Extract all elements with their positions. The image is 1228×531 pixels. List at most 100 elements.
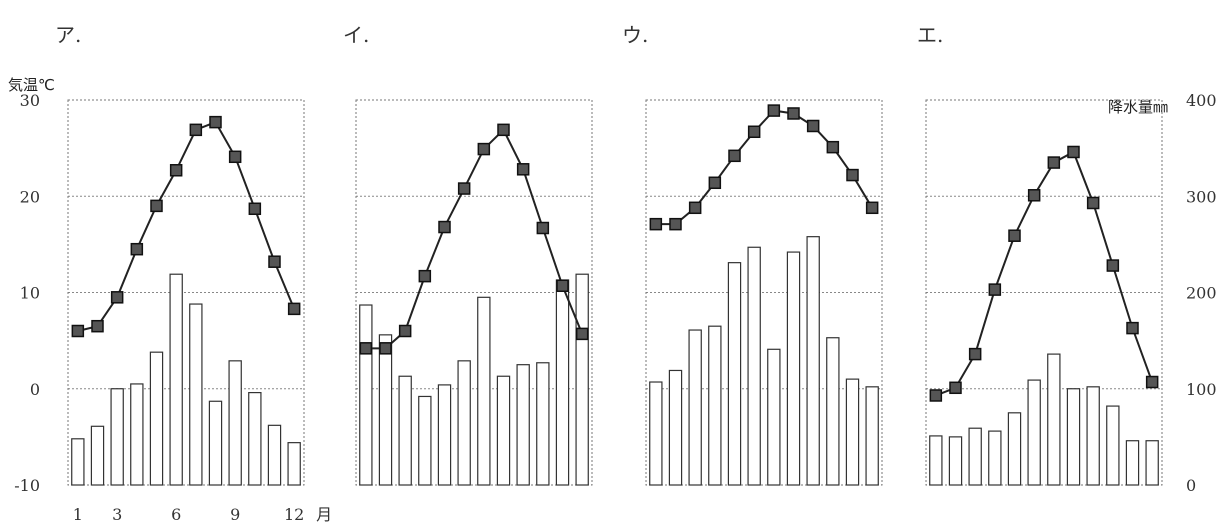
- plot-frame: [645, 99, 883, 486]
- precipitation-bar: [845, 378, 860, 486]
- temperature-point: [649, 217, 663, 231]
- temperature-point: [1027, 189, 1041, 202]
- temperature-point: [669, 217, 682, 231]
- precipitation-bar: [457, 360, 471, 486]
- temperature-point: [949, 381, 962, 395]
- temperature-point: [130, 242, 144, 256]
- left-axis-tick-label: -10: [14, 476, 40, 495]
- precipitation-bar: [786, 251, 801, 486]
- precipitation-bar: [806, 236, 820, 486]
- temperature-point: [1047, 156, 1061, 169]
- temperature-point: [1145, 375, 1159, 389]
- plot-frame: [355, 99, 593, 486]
- precipitation-bar: [988, 430, 1002, 486]
- temperature-point: [248, 202, 262, 216]
- precipitation-bar: [287, 442, 301, 486]
- temperature-point: [575, 327, 589, 341]
- right-axis-tick-label: 200: [1186, 284, 1217, 303]
- precipitation-bar: [708, 325, 722, 486]
- precipitation-bar: [359, 304, 373, 486]
- precipitation-bar: [169, 273, 183, 486]
- temperature-point: [497, 123, 510, 137]
- precipitation-bar: [767, 348, 781, 486]
- left-axis-tick-label: 30: [20, 91, 40, 110]
- temperature-point: [1067, 145, 1080, 159]
- temperature-point: [169, 164, 183, 177]
- precipitation-bar: [228, 360, 242, 486]
- precipitation-bar: [747, 246, 761, 486]
- precipitation-bar: [90, 425, 105, 486]
- temperature-point: [536, 221, 550, 235]
- precipitation-bar: [110, 388, 124, 486]
- left-axis-tick-label: 20: [20, 187, 40, 206]
- temperature-line: [365, 128, 584, 350]
- precipitation-bar: [929, 435, 943, 486]
- temperature-point: [988, 283, 1002, 296]
- panel-title: エ.: [917, 23, 943, 47]
- temperature-point: [359, 342, 373, 355]
- right-axis-tick-label: 100: [1186, 380, 1217, 399]
- precipitation-bar: [968, 427, 982, 486]
- temperature-point: [418, 269, 432, 283]
- precipitation-bar: [668, 369, 683, 486]
- temperature-point: [806, 119, 820, 133]
- precipitation-bar: [1145, 440, 1159, 486]
- temperature-point: [268, 255, 281, 268]
- temperature-point: [728, 149, 741, 163]
- precipitation-bar: [688, 329, 702, 486]
- temperature-point: [865, 201, 879, 215]
- precipitation-bar: [948, 436, 963, 486]
- precipitation-bar: [516, 364, 530, 486]
- left-axis-label: 気温℃: [8, 76, 55, 94]
- temperature-point: [189, 123, 203, 137]
- precipitation-bar: [1086, 386, 1100, 486]
- temperature-point: [379, 342, 392, 355]
- temperature-point: [556, 279, 569, 293]
- temperature-point: [91, 319, 104, 333]
- temperature-point: [708, 176, 722, 190]
- temperature-point: [398, 324, 412, 338]
- precipitation-bar: [865, 386, 879, 486]
- precipitation-bar: [1106, 405, 1120, 486]
- left-axis-tick-label: 10: [20, 284, 40, 303]
- temperature-point: [457, 182, 471, 195]
- temperature-point: [71, 324, 85, 338]
- panel-title: ア.: [55, 23, 81, 47]
- temperature-point: [1106, 259, 1120, 272]
- temperature-line: [77, 120, 296, 332]
- right-axis-tick-label: 400: [1186, 91, 1217, 110]
- temperature-point: [787, 107, 800, 120]
- temperature-point: [516, 163, 530, 176]
- x-axis-tick-label: 12: [284, 505, 304, 524]
- panel-title: イ.: [343, 23, 369, 47]
- temperature-point: [826, 140, 840, 154]
- precipitation-bar: [189, 303, 203, 486]
- precipitation-bar: [437, 384, 452, 486]
- right-axis-tick-label: 300: [1186, 187, 1217, 206]
- precipitation-bar: [477, 296, 491, 486]
- temperature-point: [767, 104, 781, 117]
- precipitation-bar: [418, 395, 432, 486]
- temperature-point: [968, 347, 982, 361]
- temperature-point: [209, 115, 222, 129]
- temperature-point: [846, 168, 859, 182]
- temperature-point: [929, 389, 943, 402]
- plot-frame: [925, 99, 1163, 486]
- x-axis-tick-label: 1: [73, 505, 83, 524]
- precipitation-bar: [1007, 412, 1022, 486]
- temperature-point: [110, 291, 124, 304]
- precipitation-bar: [149, 351, 164, 486]
- precipitation-bar: [727, 262, 742, 486]
- x-axis-tick-label: 6: [171, 505, 181, 524]
- temperature-point: [1086, 196, 1100, 210]
- plot-frame: [67, 99, 305, 486]
- precipitation-bar: [398, 375, 412, 486]
- precipitation-bar: [71, 438, 85, 486]
- x-axis-tick-label: 9: [230, 505, 240, 524]
- temperature-point: [688, 201, 702, 215]
- precipitation-bar: [248, 392, 262, 486]
- precipitation-bar: [536, 362, 550, 486]
- temperature-point: [747, 125, 761, 139]
